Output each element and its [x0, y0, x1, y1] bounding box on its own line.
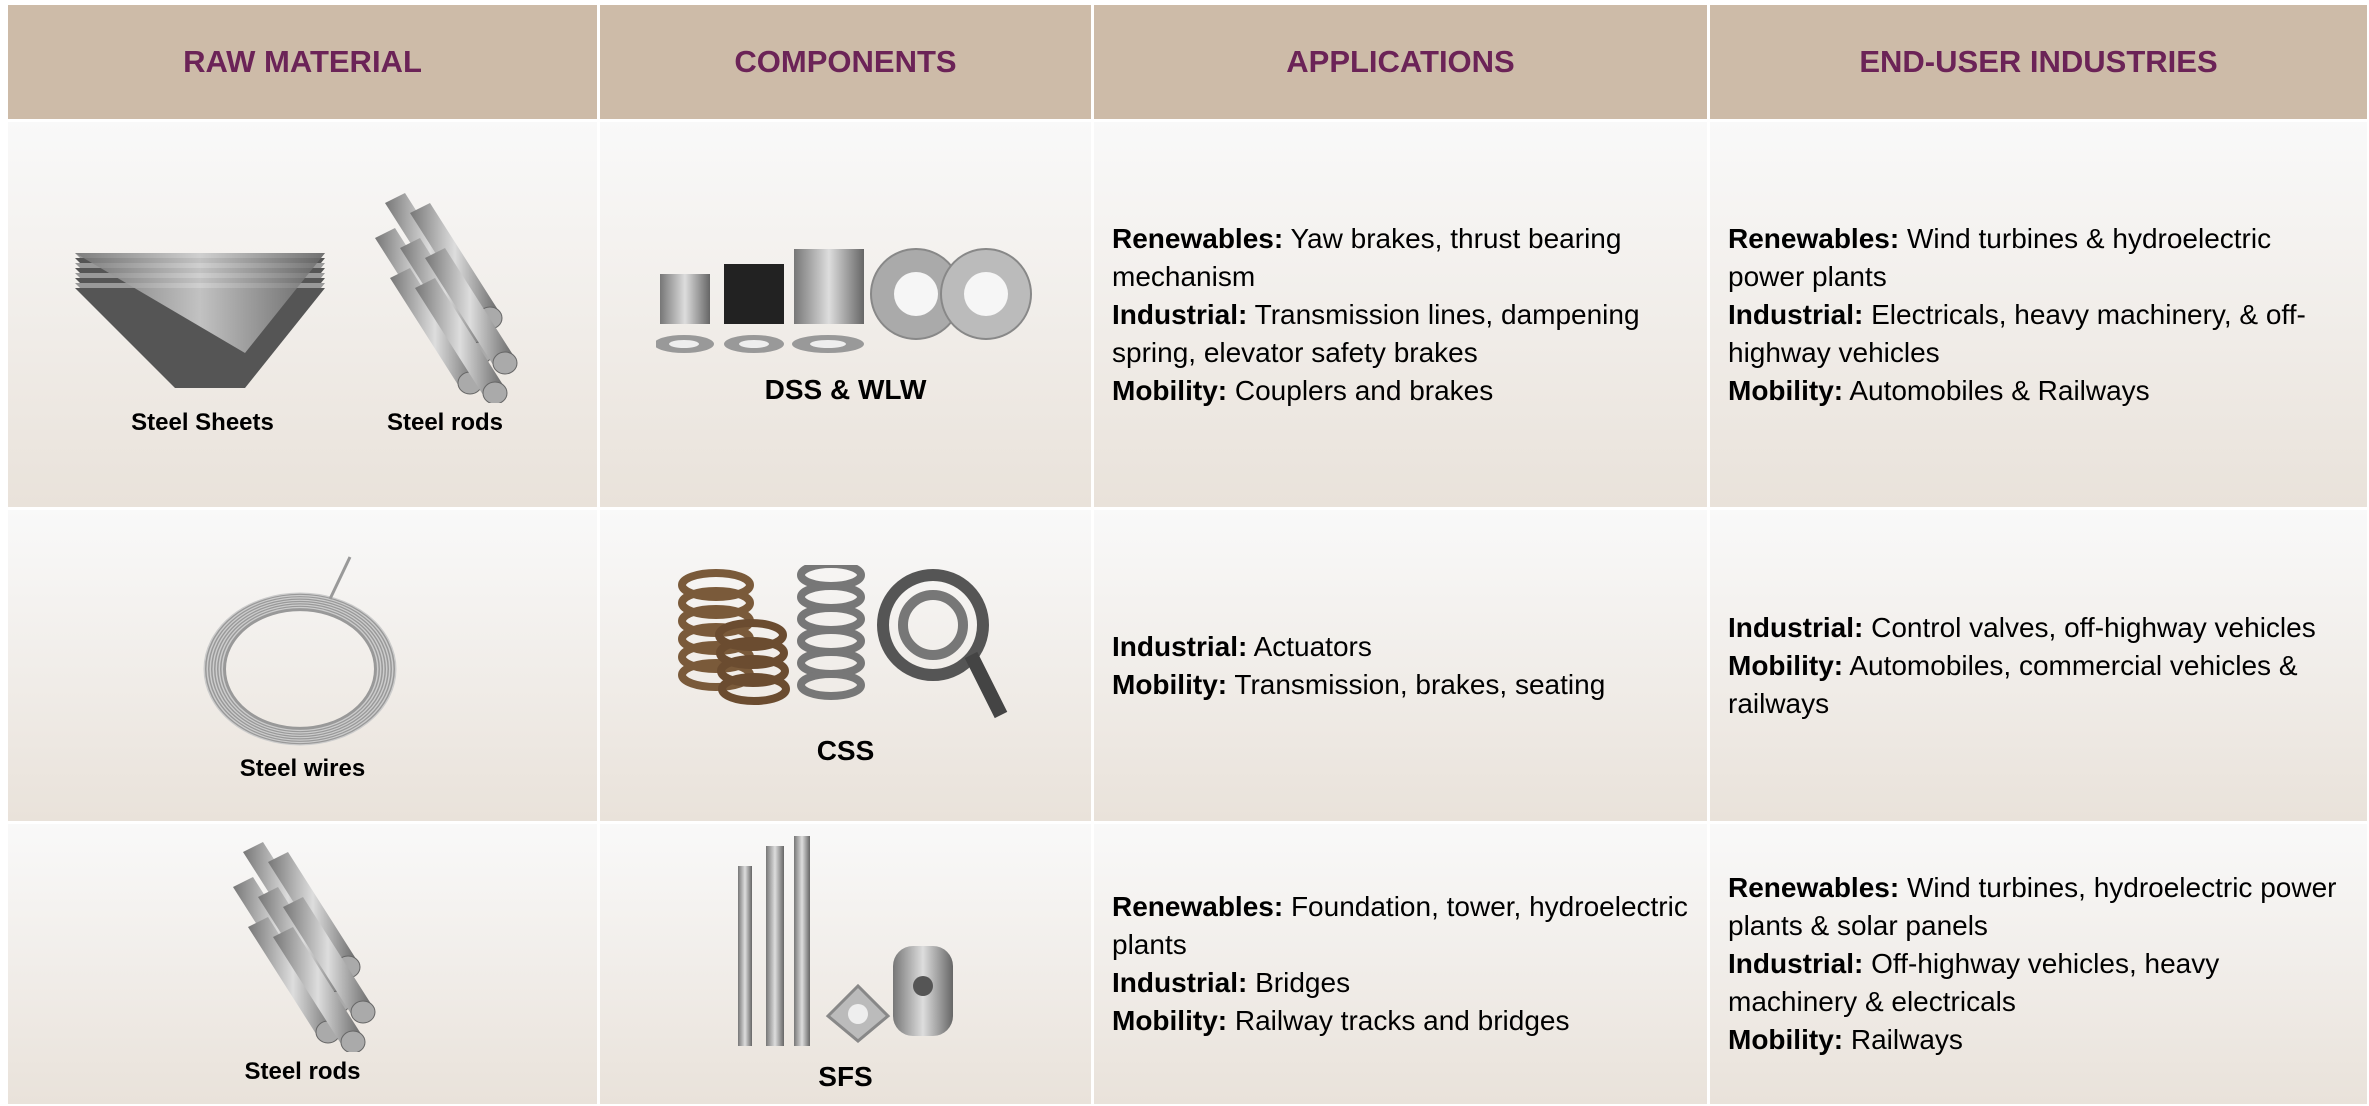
text-block: Renewables: Yaw brakes, thrust bearing m… — [1112, 220, 1689, 410]
description: Transmission, brakes, seating — [1234, 668, 1606, 700]
label: Renewables: — [1112, 222, 1284, 254]
text-block: Renewables: Foundation, tower, hydroelec… — [1112, 888, 1689, 1040]
illustration — [375, 192, 518, 403]
raw-material-caption: Steel rods — [386, 408, 504, 436]
column-header: APPLICATIONS — [1094, 5, 1707, 119]
description: Electricals, heavy machinery, & off-high… — [1728, 298, 2306, 368]
end-users-cell: Industrial: Control valves, off-highway … — [1710, 510, 2367, 821]
component-cell: DSS & WLW — [600, 122, 1091, 507]
component-caption: DSS & WLW — [764, 373, 927, 405]
description: Yaw brakes, thrust bearing mechanism — [1112, 222, 1622, 292]
description: Couplers and brakes — [1234, 374, 1494, 406]
description: Railway tracks and bridges — [1234, 1005, 1570, 1036]
illustration — [655, 247, 1032, 353]
text-line: Industrial: Off-highway vehicles, heavy … — [1728, 945, 2349, 1021]
text-line: Mobility: Automobiles & Railways — [1728, 372, 2349, 410]
label: Mobility: — [1112, 1005, 1228, 1036]
label: Mobility: — [1728, 374, 1844, 406]
label: Renewables: — [1112, 891, 1284, 922]
label: Industrial: — [1728, 611, 1864, 643]
raw-material-cell: Steel rods — [8, 824, 597, 1104]
end-users-cell: Renewables: Wind turbines & hydroelectri… — [1710, 122, 2367, 507]
raw-material-caption: Steel Sheets — [131, 408, 274, 436]
text-block: Industrial: Control valves, off-highway … — [1728, 609, 2349, 723]
description: Actuators — [1253, 630, 1372, 662]
description: Railways — [1850, 1024, 1963, 1055]
description: Bridges — [1255, 967, 1351, 998]
raw-material-caption: Steel rods — [244, 1058, 361, 1085]
label: Renewables: — [1728, 872, 1900, 903]
component-caption: SFS — [818, 1060, 873, 1092]
text-line: Industrial: Electricals, heavy machinery… — [1728, 296, 2349, 372]
label: Mobility: — [1112, 374, 1228, 406]
description: Control valves, off-highway vehicles — [1871, 611, 2316, 643]
raw-material: Steel Sheets — [75, 213, 330, 437]
illustration — [677, 564, 1007, 718]
component: SFS — [728, 835, 963, 1093]
text-block: Renewables: Wind turbines & hydroelectri… — [1728, 220, 2349, 410]
text-line: Mobility: Railways — [1728, 1021, 2349, 1059]
component: DSS & WLW — [655, 224, 1036, 406]
text-block: Industrial: Actuators Mobility: Transmiss… — [1112, 628, 1605, 704]
text-line: Renewables: Wind turbines & hydroelectri… — [1728, 220, 2349, 296]
description: Foundation, tower, hydroelectric plants — [1112, 891, 1688, 960]
illustration — [75, 252, 325, 388]
label: Industrial: — [1112, 630, 1248, 662]
label: Industrial: — [1112, 298, 1248, 330]
label: Mobility: — [1728, 649, 1844, 681]
description: Automobiles, commercial vehicles & railw… — [1728, 649, 2298, 719]
illustration — [203, 555, 397, 745]
description: Transmission lines, dampening spring, el… — [1112, 298, 1640, 368]
description: Wind turbines, hydroelectric power plant… — [1728, 872, 2337, 941]
end-users-cell: Renewables: Wind turbines, hydroelectric… — [1710, 824, 2367, 1104]
label: Mobility: — [1728, 1024, 1844, 1055]
label: Industrial: — [1728, 948, 1864, 979]
component-caption: CSS — [816, 734, 875, 766]
text-line: Renewables: Foundation, tower, hydroelec… — [1112, 888, 1689, 964]
text-line: Renewables: Wind turbines, hydroelectric… — [1728, 869, 2349, 945]
column-header: END-USER INDUSTRIES — [1710, 5, 2367, 119]
text-line: Industrial: Transmission lines, dampenin… — [1112, 296, 1689, 372]
label: Renewables: — [1728, 222, 1900, 254]
component: CSS — [671, 564, 1021, 767]
component-cell: CSS — [600, 510, 1091, 821]
description: Wind turbines & hydroelectric power plan… — [1728, 222, 2272, 292]
illustration — [232, 842, 375, 1052]
label: Industrial: — [1728, 298, 1864, 330]
raw-material: Steel wires — [200, 549, 405, 783]
component-cell: SFS — [600, 824, 1091, 1104]
column-header: RAW MATERIAL — [8, 5, 597, 119]
raw-material-cell: Steel wires — [8, 510, 597, 821]
text-line: Mobility: Automobiles, commercial vehicl… — [1728, 647, 2349, 723]
applications-cell: Renewables: Foundation, tower, hydroelec… — [1094, 824, 1707, 1104]
raw-material-caption: Steel wires — [239, 754, 366, 782]
description: Automobiles & Railways — [1849, 374, 2150, 406]
text-line: Industrial: Bridges — [1112, 964, 1689, 1002]
description: Off-highway vehicles, heavy machinery & … — [1728, 948, 2220, 1017]
raw-material-items: Steel rods — [218, 842, 388, 1086]
text-block: Renewables: Wind turbines, hydroelectric… — [1728, 869, 2349, 1059]
label: Industrial: — [1112, 967, 1248, 998]
text-line: Mobility: Couplers and brakes — [1112, 372, 1689, 410]
raw-material-items: Steel Sheets Steel rods — [75, 192, 530, 437]
illustration — [738, 835, 953, 1046]
raw-material: Steel rods — [218, 842, 388, 1086]
text-line: Industrial: Actuators — [1112, 628, 1605, 666]
text-line: Mobility: Railway tracks and bridges — [1112, 1002, 1689, 1040]
raw-material: Steel rods — [360, 192, 530, 437]
column-header: COMPONENTS — [600, 5, 1091, 119]
text-line: Industrial: Control valves, off-highway … — [1728, 609, 2349, 647]
raw-material-cell: Steel Sheets Steel rods — [8, 122, 597, 507]
value-chain-table: RAW MATERIAL COMPONENTS APPLICATIONS END-US… — [8, 5, 2367, 1104]
applications-cell: Industrial: Actuators Mobility: Transmiss… — [1094, 510, 1707, 821]
raw-material-items: Steel wires — [200, 549, 405, 783]
applications-cell: Renewables: Yaw brakes, thrust bearing m… — [1094, 122, 1707, 507]
text-line: Renewables: Yaw brakes, thrust bearing m… — [1112, 220, 1689, 296]
label: Mobility: — [1112, 668, 1228, 700]
text-line: Mobility: Transmission, brakes, seating — [1112, 666, 1605, 704]
